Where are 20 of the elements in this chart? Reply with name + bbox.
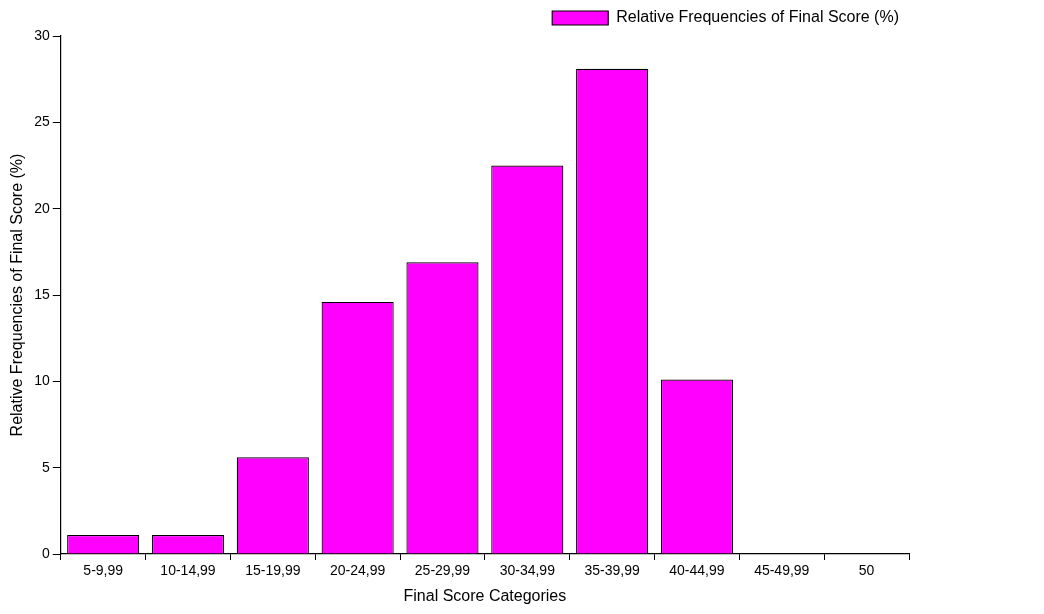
x-tick-label: 20-24,99	[330, 562, 386, 579]
y-tick-label: 30	[34, 26, 50, 43]
legend-label: Relative Frequencies of Final Score (%)	[616, 8, 899, 26]
x-tick-label: 5-9,99	[83, 562, 124, 579]
x-tick-label: 10-14,99	[160, 562, 216, 579]
x-tick-label: 35-39,99	[584, 562, 640, 579]
x-tick-label: 30-34,99	[499, 562, 556, 579]
y-axis-title: Relative Frequencies of Final Score (%)	[8, 153, 26, 437]
y-tick-label: 5	[41, 458, 50, 475]
y-tick-label: 20	[34, 199, 50, 216]
y-tick-label: 15	[34, 285, 50, 302]
y-tick-label: 10	[34, 372, 50, 389]
x-axis-title: Final Score Categories	[403, 586, 567, 604]
x-tick-label: 25-29,99	[414, 562, 471, 579]
x-tick-label: 50	[858, 562, 875, 579]
x-tick-label: 45-49,99	[754, 562, 810, 579]
y-tick-label: 25	[34, 113, 50, 130]
x-tick-label: 15-19,99	[245, 562, 301, 579]
x-tick-label: 40-44,99	[669, 562, 725, 579]
y-tick-label: 0	[41, 544, 50, 561]
